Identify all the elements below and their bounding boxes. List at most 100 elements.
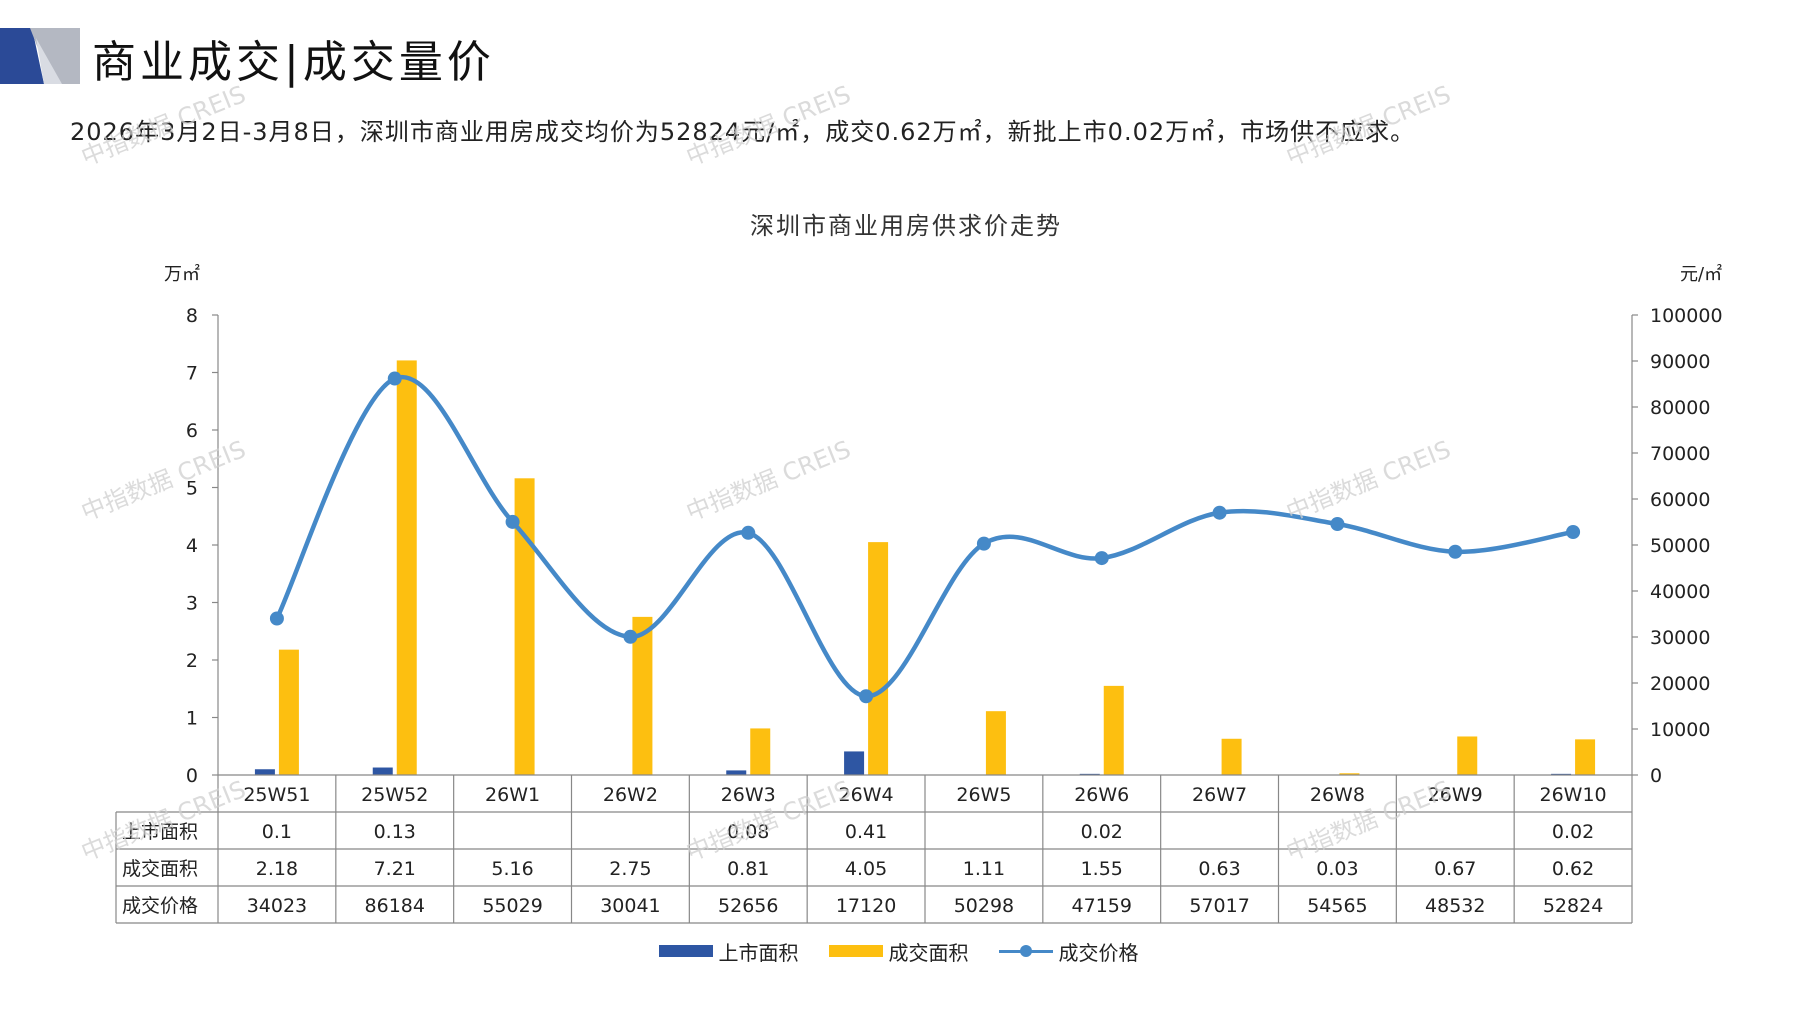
bar-transaction-area-26W1 <box>514 478 535 775</box>
left-tick-label: 4 <box>186 535 198 557</box>
left-tick-label: 3 <box>186 593 198 615</box>
category-label-26W5: 26W5 <box>956 784 1011 806</box>
right-tick-label: 90000 <box>1650 351 1710 373</box>
table-cell-1-26W9: 0.67 <box>1434 858 1476 880</box>
price-point-26W10 <box>1566 525 1581 540</box>
right-tick-label: 70000 <box>1650 443 1710 465</box>
table-cell-2-26W3: 52656 <box>718 895 778 917</box>
table-cell-0-26W3: 0.08 <box>727 821 769 843</box>
left-tick-label: 0 <box>186 765 198 787</box>
category-label-25W52: 25W52 <box>361 784 428 806</box>
bar-transaction-area-26W2 <box>632 616 653 775</box>
right-tick-label: 40000 <box>1650 581 1710 603</box>
bar-transaction-area-25W52 <box>396 360 417 775</box>
price-point-25W51 <box>269 611 284 626</box>
table-cell-2-26W1: 55029 <box>482 895 542 917</box>
table-cell-1-26W10: 0.62 <box>1552 858 1594 880</box>
right-tick-label: 0 <box>1650 765 1662 787</box>
bar-supply-25W52 <box>372 767 393 775</box>
legend-item-supply: 上市面积 <box>658 937 799 966</box>
left-tick-label: 8 <box>186 305 198 327</box>
category-label-26W2: 26W2 <box>603 784 658 806</box>
table-cell-1-25W52: 7.21 <box>374 858 416 880</box>
category-label-26W1: 26W1 <box>485 784 540 806</box>
table-cell-2-26W4: 17120 <box>836 895 896 917</box>
price-point-26W5 <box>976 536 991 551</box>
table-cell-1-26W8: 0.03 <box>1316 858 1358 880</box>
left-tick-label: 1 <box>186 708 198 730</box>
price-point-26W2 <box>623 629 638 644</box>
right-tick-label: 20000 <box>1650 673 1710 695</box>
category-label-26W7: 26W7 <box>1192 784 1247 806</box>
table-cell-1-26W6: 1.55 <box>1081 858 1123 880</box>
bar-supply-26W3 <box>726 770 747 775</box>
table-cell-0-26W10: 0.02 <box>1552 821 1594 843</box>
price-point-26W1 <box>505 514 520 529</box>
bar-transaction-area-26W8 <box>1339 773 1360 775</box>
table-cell-2-26W9: 48532 <box>1425 895 1485 917</box>
table-cell-1-26W7: 0.63 <box>1198 858 1240 880</box>
category-label-26W4: 26W4 <box>839 784 894 806</box>
logo-dark-shape <box>0 28 44 84</box>
left-tick-label: 2 <box>186 650 198 672</box>
legend-label-price: 成交价格 <box>1058 940 1139 965</box>
legend-swatch-price <box>998 945 1053 957</box>
page-header: 商业成交|成交量价 <box>0 20 1797 100</box>
bar-transaction-area-26W4 <box>868 542 889 775</box>
table-row-header: 成交价格 <box>122 895 198 917</box>
price-point-26W9 <box>1448 544 1463 559</box>
table-cell-0-25W51: 0.1 <box>262 821 292 843</box>
bar-transaction-area-26W9 <box>1457 736 1478 775</box>
table-cell-1-25W51: 2.18 <box>256 858 298 880</box>
price-line <box>274 374 1574 699</box>
category-label-25W51: 25W51 <box>243 784 310 806</box>
right-tick-label: 30000 <box>1650 627 1710 649</box>
bar-transaction-area-26W6 <box>1103 685 1124 775</box>
table-cell-2-26W7: 57017 <box>1189 895 1249 917</box>
legend-item-price: 成交价格 <box>998 937 1139 966</box>
left-tick-label: 6 <box>186 420 198 442</box>
category-label-26W8: 26W8 <box>1310 784 1365 806</box>
price-point-26W8 <box>1330 517 1345 532</box>
logo-light-shape <box>36 38 62 84</box>
legend-label-supply: 上市面积 <box>718 940 799 965</box>
right-tick-label: 60000 <box>1650 489 1710 511</box>
table-cell-1-26W4: 4.05 <box>845 858 887 880</box>
category-label-26W3: 26W3 <box>721 784 776 806</box>
table-cell-1-26W2: 2.75 <box>609 858 651 880</box>
summary-text: 2026年3月2日-3月8日，深圳市商业用房成交均价为52824元/㎡，成交0.… <box>70 118 1416 146</box>
logo-grey-shape <box>30 28 80 84</box>
bar-transaction-area-26W10 <box>1575 739 1596 775</box>
bar-transaction-area-26W7 <box>1221 738 1242 775</box>
table-row-header: 上市面积 <box>122 821 198 843</box>
bar-supply-26W4 <box>844 751 865 775</box>
table-cell-1-26W5: 1.11 <box>963 858 1005 880</box>
table-cell-2-26W2: 30041 <box>600 895 660 917</box>
page-title: 商业成交|成交量价 <box>92 37 495 88</box>
table-cell-2-25W52: 86184 <box>365 895 425 917</box>
chart-title: 深圳市商业用房供求价走势 <box>750 212 1062 240</box>
bar-transaction-area-26W5 <box>985 711 1006 775</box>
bar-supply-25W51 <box>254 769 275 775</box>
price-point-26W3 <box>741 525 756 540</box>
left-axis-unit: 万㎡ <box>164 263 200 285</box>
bar-transaction-area-26W3 <box>750 728 771 775</box>
left-tick-label: 5 <box>186 478 198 500</box>
table-cell-0-26W4: 0.41 <box>845 821 887 843</box>
left-tick-label: 7 <box>186 363 198 385</box>
logo-mark <box>0 28 80 84</box>
table-row-header: 成交面积 <box>122 858 198 880</box>
table-cell-2-25W51: 34023 <box>247 895 307 917</box>
right-tick-label: 50000 <box>1650 535 1710 557</box>
table-cell-2-26W5: 50298 <box>954 895 1014 917</box>
table-cell-2-26W8: 54565 <box>1307 895 1367 917</box>
price-point-26W4 <box>859 689 874 704</box>
right-tick-label: 100000 <box>1650 305 1723 327</box>
legend-label-transaction-area: 成交面积 <box>888 940 969 965</box>
category-label-26W9: 26W9 <box>1428 784 1483 806</box>
right-tick-label: 80000 <box>1650 397 1710 419</box>
price-point-26W6 <box>1094 551 1109 566</box>
table-cell-2-26W6: 47159 <box>1072 895 1132 917</box>
price-point-26W7 <box>1212 505 1227 520</box>
